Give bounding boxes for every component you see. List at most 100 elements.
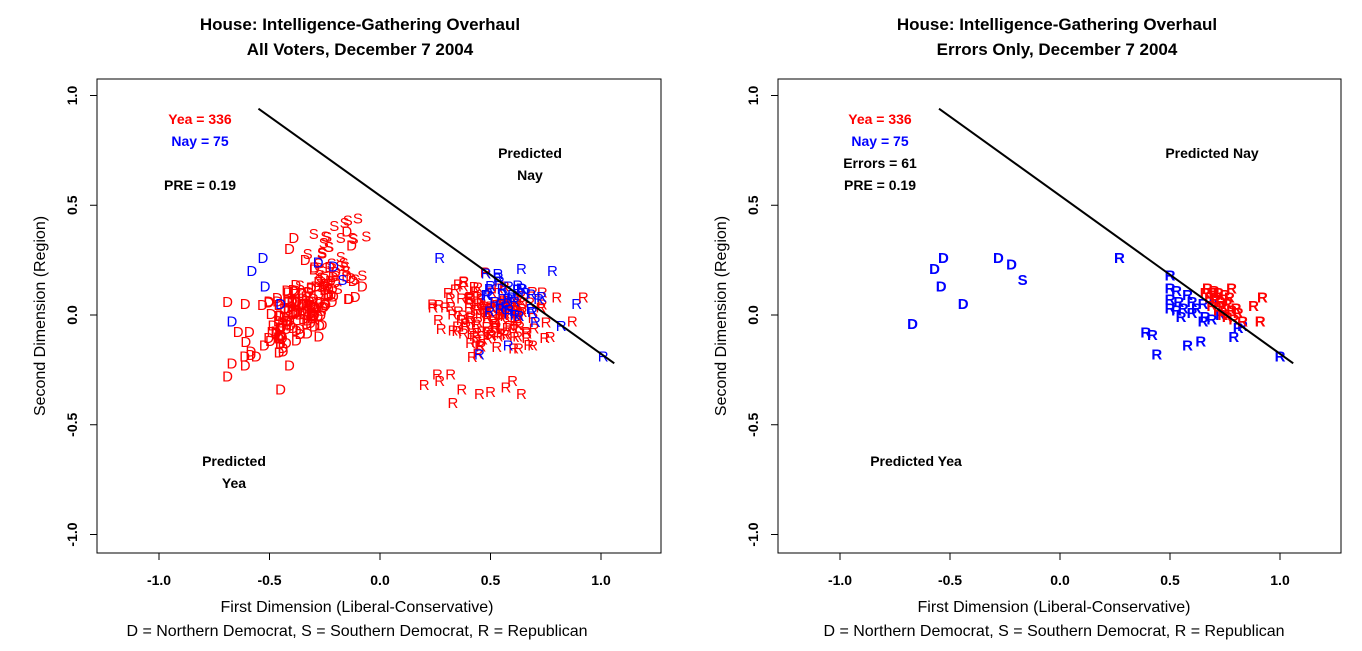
legislator-point-r: R: [530, 314, 541, 331]
legislator-point-d: D: [357, 278, 368, 295]
legislator-point-s: S: [349, 231, 359, 248]
legislator-point-d: D: [290, 304, 301, 321]
legislator-point-d: D: [307, 293, 318, 310]
legislator-point-r: R: [1200, 285, 1211, 302]
legislator-point-r: R: [516, 261, 527, 278]
legislator-point-d: D: [328, 269, 339, 286]
legislator-point-d: D: [929, 261, 940, 278]
legislator-point-r: R: [466, 309, 477, 326]
predicted-yea-label: Yea: [222, 475, 246, 491]
legislator-point-r: R: [502, 320, 513, 337]
legislator-point-r: R: [513, 292, 524, 309]
legislator-point-r: R: [509, 329, 520, 346]
legislator-point-r: R: [488, 313, 499, 330]
legislator-point-d: D: [222, 368, 233, 385]
legislator-point-r: R: [486, 327, 497, 344]
legislator-point-r: R: [490, 294, 501, 311]
legislator-point-d: D: [306, 280, 317, 297]
legislator-point-d: D: [259, 338, 270, 355]
legislator-point-r: R: [499, 295, 510, 312]
x-tick-label: 0.0: [370, 572, 390, 588]
legislator-point-s: S: [317, 246, 327, 263]
legislator-point-d: D: [290, 282, 301, 299]
legislator-point-r: R: [528, 310, 539, 327]
legislator-point-s: S: [316, 279, 326, 296]
legislator-point-r: R: [486, 285, 497, 302]
nay-count: Nay = 75: [171, 133, 228, 149]
legislator-point-r: R: [551, 289, 562, 306]
legislator-point-r: R: [511, 302, 522, 319]
legislator-point-r: R: [1202, 281, 1213, 298]
legislator-point-r: R: [481, 319, 492, 336]
legislator-point-d: D: [341, 268, 352, 285]
legislator-point-d: D: [291, 333, 302, 350]
legislator-point-d: D: [251, 348, 262, 365]
legislator-point-r: R: [1255, 314, 1266, 331]
legislator-point-d: D: [281, 335, 292, 352]
legislator-point-r: R: [481, 300, 492, 317]
legislator-point-d: D: [343, 291, 354, 308]
legislator-point-r: R: [521, 330, 532, 347]
legislator-point-r: R: [445, 366, 456, 383]
legislator-point-r: R: [1222, 309, 1233, 326]
legislator-point-r: R: [1217, 307, 1228, 324]
legislator-point-r: R: [512, 295, 523, 312]
legislator-point-d: D: [344, 291, 355, 308]
legislator-point-d: D: [346, 237, 357, 254]
legislator-point-r: R: [1151, 347, 1162, 364]
legislator-point-d: D: [222, 294, 233, 311]
legislator-point-d: D: [287, 305, 298, 322]
legislator-point-r: R: [1198, 314, 1209, 331]
legislator-point-r: R: [493, 266, 504, 283]
legislator-point-r: R: [427, 297, 438, 314]
legislator-point-d: D: [291, 294, 302, 311]
legislator-point-r: R: [491, 318, 502, 335]
legislator-point-d: D: [330, 264, 341, 281]
legislator-point-r: R: [1195, 333, 1206, 350]
legislator-point-r: R: [1209, 283, 1220, 300]
legislator-point-r: R: [494, 307, 505, 324]
legislator-point-r: R: [485, 278, 496, 295]
legislator-point-r: R: [445, 299, 456, 316]
legislator-point-d: D: [307, 310, 318, 327]
legislator-point-s: S: [314, 262, 324, 279]
legislator-point-d: D: [313, 308, 324, 325]
legislator-point-d: D: [281, 313, 292, 330]
legislator-point-r: R: [500, 308, 511, 325]
legislator-point-d: D: [283, 300, 294, 317]
legislator-point-s: S: [324, 239, 334, 256]
legislator-point-d: D: [274, 330, 285, 347]
legislator-point-d: D: [246, 263, 257, 280]
legislator-point-r: R: [459, 273, 470, 290]
legislator-point-s: S: [1018, 272, 1028, 289]
legislator-point-d: D: [287, 293, 298, 310]
legislator-point-r: R: [476, 295, 487, 312]
legislator-point-r: R: [1171, 283, 1182, 300]
legislator-point-d: D: [288, 320, 299, 337]
legislator-point-r: R: [482, 311, 493, 328]
legislator-point-r: R: [495, 301, 506, 318]
legislator-point-r: R: [510, 307, 521, 324]
legislator-point-d: D: [348, 273, 359, 290]
legislator-point-r: R: [494, 297, 505, 314]
legislator-point-r: R: [473, 295, 484, 312]
legislator-point-s: S: [302, 284, 312, 301]
legislator-point-d: D: [328, 259, 339, 276]
legislator-point-d: D: [233, 324, 244, 341]
legislator-point-r: R: [443, 285, 454, 302]
legislator-point-d: D: [310, 300, 321, 317]
legislator-point-d: D: [284, 313, 295, 330]
legislator-point-r: R: [514, 319, 525, 336]
legislator-point-r: R: [1187, 305, 1198, 322]
legislator-point-d: D: [257, 297, 268, 314]
legislator-point-r: R: [517, 304, 528, 321]
legislator-point-d: D: [273, 297, 284, 314]
legislator-point-r: R: [1200, 309, 1211, 326]
legislator-point-d: D: [279, 301, 290, 318]
legislator-point-s: S: [321, 260, 331, 277]
legislator-point-d: D: [938, 250, 949, 267]
legislator-point-d: D: [240, 296, 251, 313]
legislator-point-r: R: [471, 334, 482, 351]
legislator-point-d: D: [282, 302, 293, 319]
x-axis-legend: D = Northern Democrat, S = Southern Demo…: [126, 623, 587, 640]
